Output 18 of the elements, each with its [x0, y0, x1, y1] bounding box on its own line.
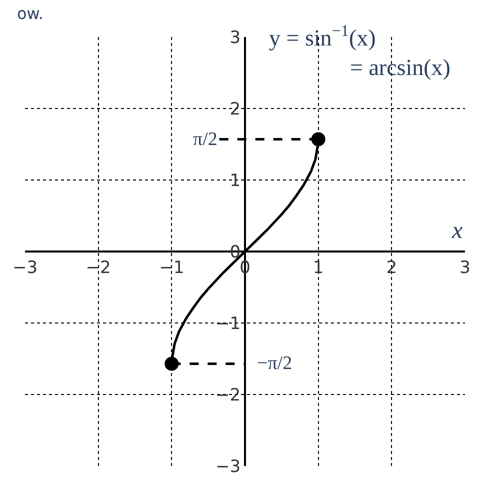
x-tick-label: −1	[159, 258, 184, 278]
y-tick-label: 2	[230, 99, 241, 120]
y-tick-label: −2	[216, 385, 241, 406]
x-tick-label: 2	[386, 258, 398, 278]
y-tick-label: −3	[216, 456, 241, 477]
annotation: π/2	[193, 129, 218, 150]
x-tick-label: 1	[312, 258, 324, 278]
x-axis-title: x	[451, 218, 463, 244]
annotation: −π/2	[257, 353, 292, 374]
text: ow.	[17, 4, 44, 23]
y-tick-label: 1	[230, 170, 241, 191]
y-axis-title: y = sin$^{−1}$(x)	[269, 23, 376, 51]
annotation: = arcsin(x)	[350, 55, 450, 80]
x-tick-label: −3	[12, 258, 38, 278]
x-tick-label: 3	[460, 258, 470, 278]
x-tick-label: −2	[86, 258, 111, 278]
y-tick-label: 3	[230, 28, 241, 48]
y-tick-label: −1	[216, 314, 241, 334]
